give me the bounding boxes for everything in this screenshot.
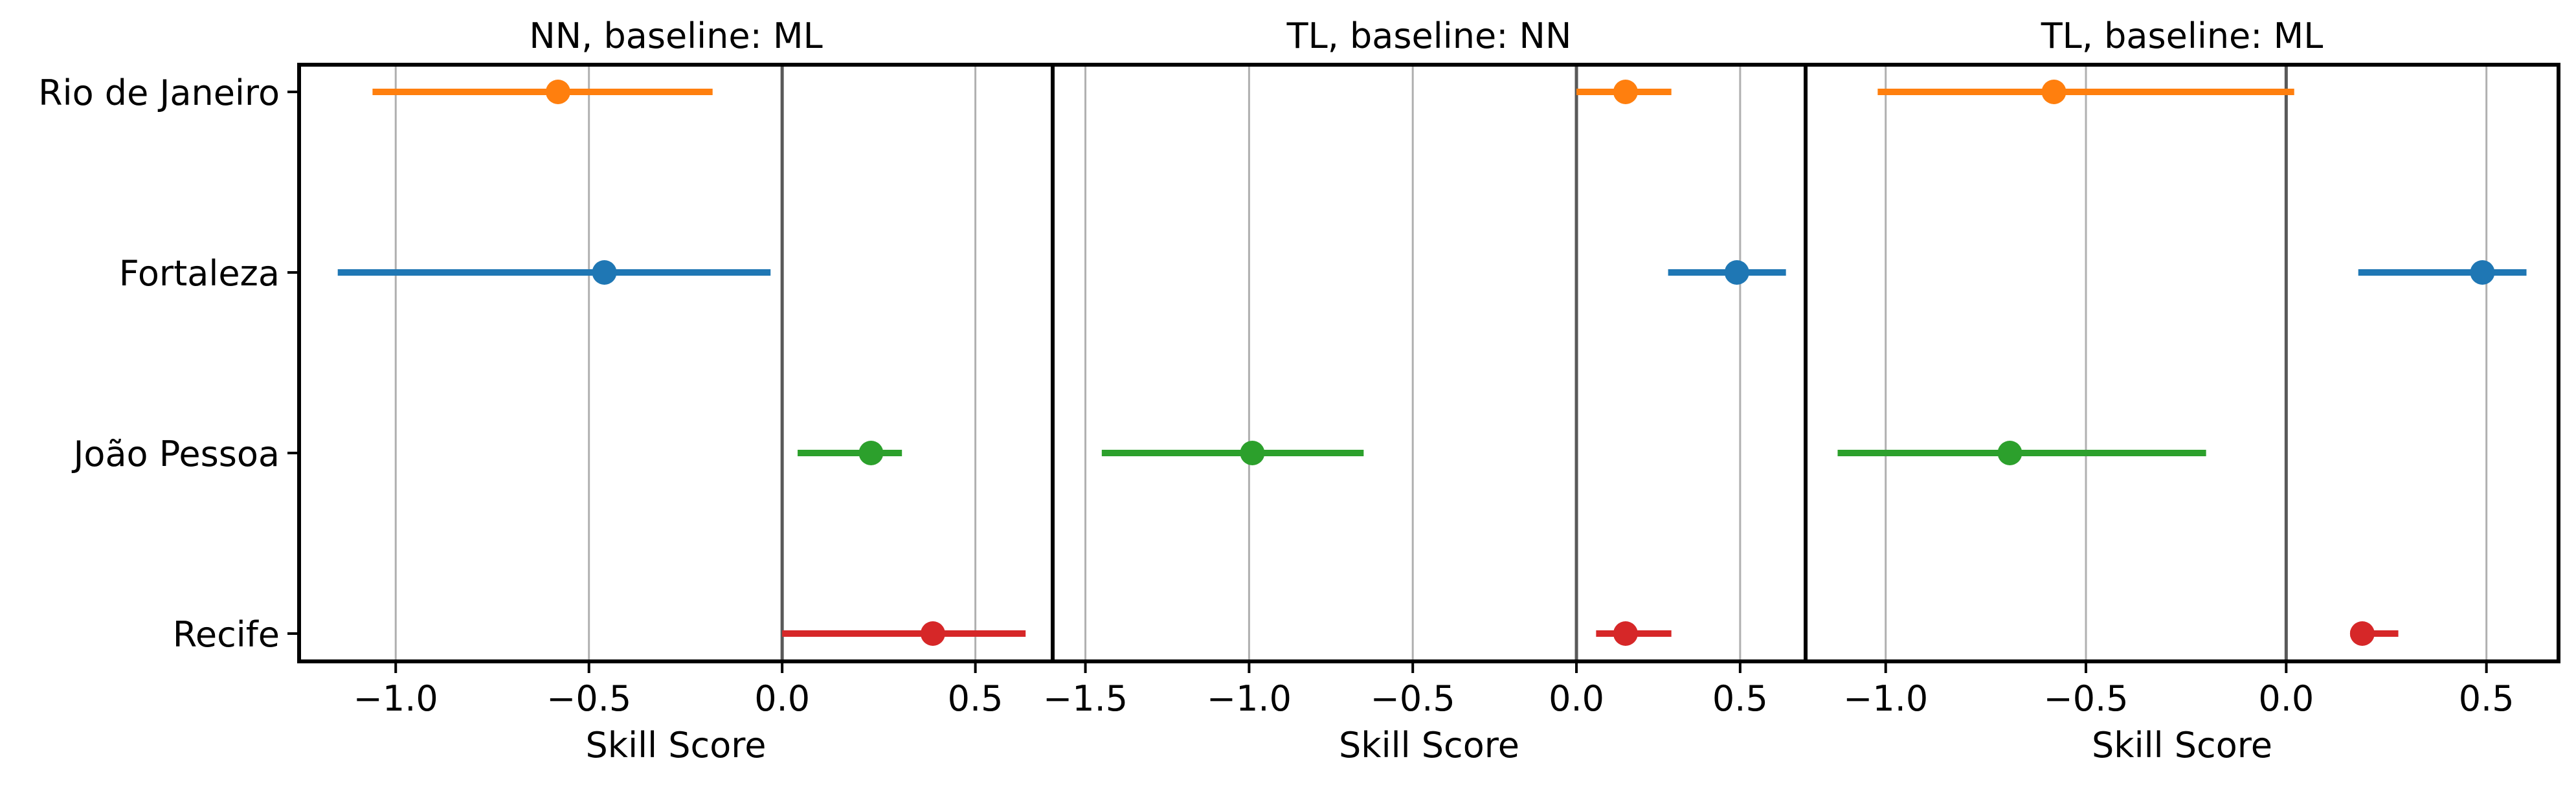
x-axis-label: Skill Score bbox=[2092, 725, 2272, 766]
x-axis-label: Skill Score bbox=[1339, 725, 1519, 766]
point-rio-de-janeiro bbox=[1613, 80, 1638, 104]
point-rio-de-janeiro bbox=[545, 80, 570, 104]
x-tick-label: −1.0 bbox=[1843, 678, 1928, 719]
x-tick-label: 0.5 bbox=[948, 678, 1003, 719]
point-fortaleza bbox=[2470, 260, 2495, 285]
point-fortaleza bbox=[592, 260, 617, 285]
x-tick-label: 0.0 bbox=[754, 678, 810, 719]
ytick-label-rio-de-janeiro: Rio de Janeiro bbox=[38, 72, 280, 113]
x-tick-label: 0.5 bbox=[1712, 678, 1768, 719]
x-tick-label: −1.0 bbox=[353, 678, 438, 719]
axes-frame bbox=[297, 63, 1055, 663]
city-axis-labels: Rio de Janeiro Fortaleza João Pessoa Rec… bbox=[38, 72, 280, 655]
x-tick-label: −0.5 bbox=[1371, 678, 1455, 719]
x-tick-label: −0.5 bbox=[546, 678, 631, 719]
point-joao-pessoa bbox=[1997, 441, 2022, 465]
point-joao-pessoa bbox=[1240, 441, 1265, 465]
x-tick-label: −1.5 bbox=[1043, 678, 1128, 719]
point-recife bbox=[1613, 621, 1638, 646]
x-tick-label: 0.0 bbox=[1549, 678, 1604, 719]
x-axis-label: Skill Score bbox=[586, 725, 767, 766]
axes-frame bbox=[1051, 63, 1808, 663]
x-tick-label: −0.5 bbox=[2043, 678, 2128, 719]
axes-frame bbox=[1804, 63, 2560, 663]
point-rio-de-janeiro bbox=[2041, 80, 2066, 104]
panel-3: −1.0 −0.5 0.0 0.5 TL, baseline: ML Skill Scor… bbox=[1804, 16, 2560, 766]
x-tick-label: 0.5 bbox=[2459, 678, 2514, 719]
point-joao-pessoa bbox=[858, 441, 884, 465]
ytick-label-recife: Recife bbox=[173, 614, 280, 655]
ytick-label-fortaleza: Fortaleza bbox=[119, 253, 280, 294]
point-recife bbox=[2349, 621, 2375, 646]
x-tick-label: 0.0 bbox=[2258, 678, 2314, 719]
x-tick-label: −1.0 bbox=[1207, 678, 1292, 719]
panels: −1.0 −0.5 0.0 0.5 NN, baseline: ML Skill Scor… bbox=[287, 16, 2560, 766]
panel-title: TL, baseline: ML bbox=[2041, 16, 2324, 56]
panel-title: TL, baseline: NN bbox=[1286, 16, 1572, 56]
panel-2: −1.5 −1.0 −0.5 0.0 0.5 TL, baseline: NN Skill … bbox=[1043, 16, 1808, 766]
panel-1: −1.0 −0.5 0.0 0.5 NN, baseline: ML Skill Scor… bbox=[287, 16, 1055, 766]
panel-title: NN, baseline: ML bbox=[529, 16, 822, 56]
point-recife bbox=[920, 621, 945, 646]
point-fortaleza bbox=[1724, 260, 1749, 285]
ytick-label-joao-pessoa: João Pessoa bbox=[71, 434, 280, 474]
